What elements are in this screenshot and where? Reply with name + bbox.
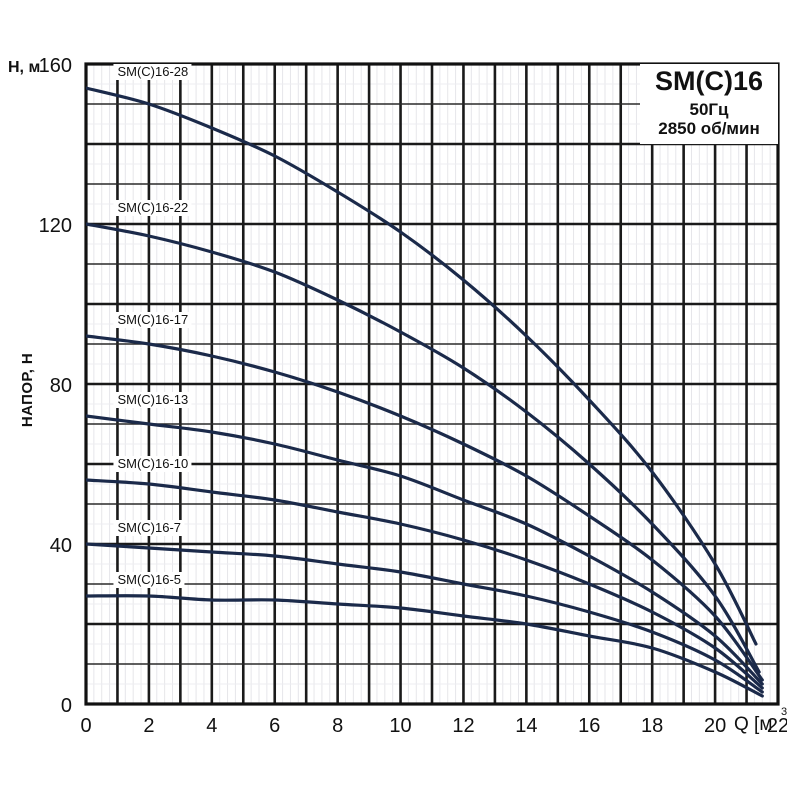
curve-group bbox=[86, 86, 764, 698]
grid-major bbox=[84, 62, 780, 706]
x-tick-label-8: 8 bbox=[332, 715, 343, 737]
curve-label-bg bbox=[113, 64, 192, 80]
x-tick-label-10: 10 bbox=[389, 715, 411, 737]
y-axis-top-label: H, м bbox=[8, 59, 40, 76]
x-tick-label-2: 2 bbox=[143, 715, 154, 737]
x-tick-label-20: 20 bbox=[704, 715, 726, 737]
curve-smc16-7 bbox=[86, 542, 764, 694]
plot-frame bbox=[84, 62, 780, 706]
curve-label: SM(C)16-17 bbox=[117, 312, 188, 327]
y-axis-vertical-label: НАПОР, Н bbox=[19, 353, 36, 427]
x-tick-label-0: 0 bbox=[80, 715, 91, 737]
tick-label-group: 0 40 80 120 160 0 2 4 6 8 10 12 14 16 18 20 22 bbox=[39, 55, 790, 737]
curve-label: SM(C)16-10 bbox=[117, 456, 188, 471]
title-block-bg bbox=[640, 64, 778, 144]
speed-label: 2850 об/мин bbox=[658, 119, 759, 138]
x-tick-label-6: 6 bbox=[269, 715, 280, 737]
y-tick-label-160: 160 bbox=[39, 55, 72, 77]
curve-label-bg bbox=[113, 392, 192, 408]
x-tick-label-22: 22 bbox=[767, 715, 789, 737]
curve-label: SM(C)16-7 bbox=[117, 520, 181, 535]
y-tick-label-40: 40 bbox=[50, 535, 72, 557]
curve-smc16-28 bbox=[86, 86, 758, 646]
curve-label-group: SM(C)16-28 SM(C)16-22 SM(C)16-17 SM(C)16-13… bbox=[113, 64, 192, 588]
curve-label: SM(C)16-13 bbox=[117, 392, 188, 407]
curve-smc16-17 bbox=[86, 334, 764, 682]
x-tick-label-14: 14 bbox=[515, 715, 537, 737]
curve-label: SM(C)16-22 bbox=[117, 200, 188, 215]
curve-smc16-5 bbox=[86, 594, 764, 698]
x-tick-label-4: 4 bbox=[206, 715, 217, 737]
title-block: SM(C)16 50Гц 2850 об/мин bbox=[640, 64, 778, 144]
x-tick-label-18: 18 bbox=[641, 715, 663, 737]
frequency-label: 50Гц bbox=[690, 100, 730, 119]
model-title: SM(C)16 bbox=[655, 66, 763, 96]
curve-smc16-10 bbox=[86, 478, 764, 690]
curve-label-bg bbox=[113, 200, 192, 216]
curve-smc16-13 bbox=[86, 414, 764, 686]
curve-label-bg bbox=[113, 520, 185, 536]
plot-area-border bbox=[84, 62, 780, 706]
x-tick-label-12: 12 bbox=[452, 715, 474, 737]
x-axis-label: Q [м bbox=[734, 714, 772, 735]
y-tick-label-0: 0 bbox=[61, 695, 72, 717]
x-label-clip-mask bbox=[787, 700, 800, 740]
curve-label-bg bbox=[113, 572, 185, 588]
curve-label: SM(C)16-28 bbox=[117, 64, 188, 79]
curve-label-bg bbox=[113, 312, 192, 328]
curve-label: SM(C)16-5 bbox=[117, 572, 181, 587]
curve-label-bg bbox=[113, 456, 192, 472]
curve-smc16-22 bbox=[86, 222, 761, 674]
x-tick-label-16: 16 bbox=[578, 715, 600, 737]
y-tick-label-120: 120 bbox=[39, 215, 72, 237]
y-tick-label-80: 80 bbox=[50, 375, 72, 397]
x-axis-label-superscript: 3 bbox=[781, 706, 787, 718]
